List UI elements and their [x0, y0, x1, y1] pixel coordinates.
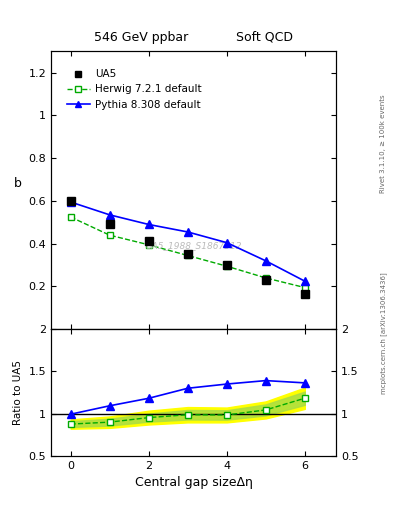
UA5 [107, 221, 112, 227]
Pythia 8.308 default [303, 278, 307, 284]
Line: Pythia 8.308 default: Pythia 8.308 default [67, 198, 309, 285]
Herwig 7.2.1 default [263, 275, 268, 281]
UA5 [185, 251, 190, 258]
Text: 546 GeV ppbar: 546 GeV ppbar [94, 31, 188, 44]
Herwig 7.2.1 default [224, 263, 229, 269]
Pythia 8.308 default [146, 221, 151, 227]
Y-axis label: b: b [13, 177, 21, 190]
Text: mcplots.cern.ch [arXiv:1306.3436]: mcplots.cern.ch [arXiv:1306.3436] [380, 272, 387, 394]
Herwig 7.2.1 default [185, 252, 190, 259]
Line: UA5: UA5 [67, 197, 309, 298]
Legend: UA5, Herwig 7.2.1 default, Pythia 8.308 default: UA5, Herwig 7.2.1 default, Pythia 8.308 … [62, 65, 206, 114]
UA5 [224, 262, 229, 268]
UA5 [68, 198, 73, 204]
Pythia 8.308 default [263, 258, 268, 264]
Herwig 7.2.1 default [107, 232, 112, 238]
Pythia 8.308 default [185, 229, 190, 235]
Line: Herwig 7.2.1 default: Herwig 7.2.1 default [68, 214, 308, 291]
Herwig 7.2.1 default [68, 214, 73, 220]
Y-axis label: Ratio to UA5: Ratio to UA5 [13, 360, 23, 425]
Title: 546 GeV ppbar          Soft QCD: 546 GeV ppbar Soft QCD [0, 511, 1, 512]
Pythia 8.308 default [107, 212, 112, 218]
Pythia 8.308 default [68, 199, 73, 205]
UA5 [263, 277, 268, 283]
Herwig 7.2.1 default [146, 242, 151, 248]
Text: UA5_1988_S1867512: UA5_1988_S1867512 [145, 241, 242, 250]
UA5 [303, 291, 307, 297]
Herwig 7.2.1 default [303, 285, 307, 291]
Pythia 8.308 default [224, 240, 229, 246]
Text: Soft QCD: Soft QCD [236, 31, 293, 44]
X-axis label: Central gap sizeΔη: Central gap sizeΔη [135, 476, 252, 489]
UA5 [146, 238, 151, 244]
Text: Rivet 3.1.10, ≥ 100k events: Rivet 3.1.10, ≥ 100k events [380, 94, 386, 193]
